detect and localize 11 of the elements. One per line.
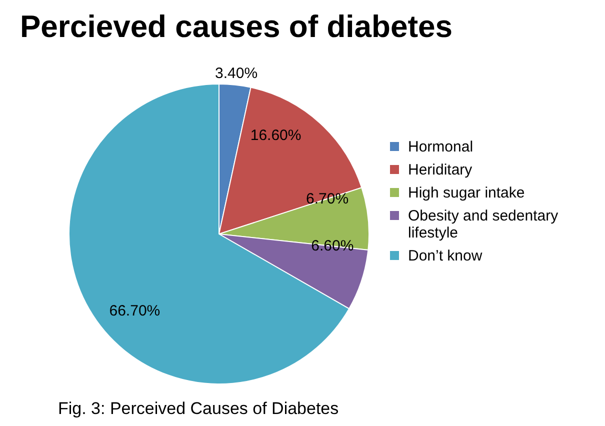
data-label: 6.60% [311, 237, 354, 254]
legend-label: High sugar intake [408, 184, 525, 202]
legend-label: Hormonal [408, 138, 474, 156]
chart-title: Percieved causes of diabetes [20, 8, 453, 44]
legend-label: Don’t know [408, 248, 482, 264]
data-label: 66.70% [109, 302, 160, 320]
caption: Fig. 3: Perceived Causes of Diabetes [58, 399, 339, 418]
legend-label: Heriditary [408, 162, 473, 178]
data-label: 3.40% [215, 64, 258, 82]
data-label: 16.60% [250, 127, 302, 144]
legend-label: Obesity and sedentary lifestyle [408, 208, 559, 242]
